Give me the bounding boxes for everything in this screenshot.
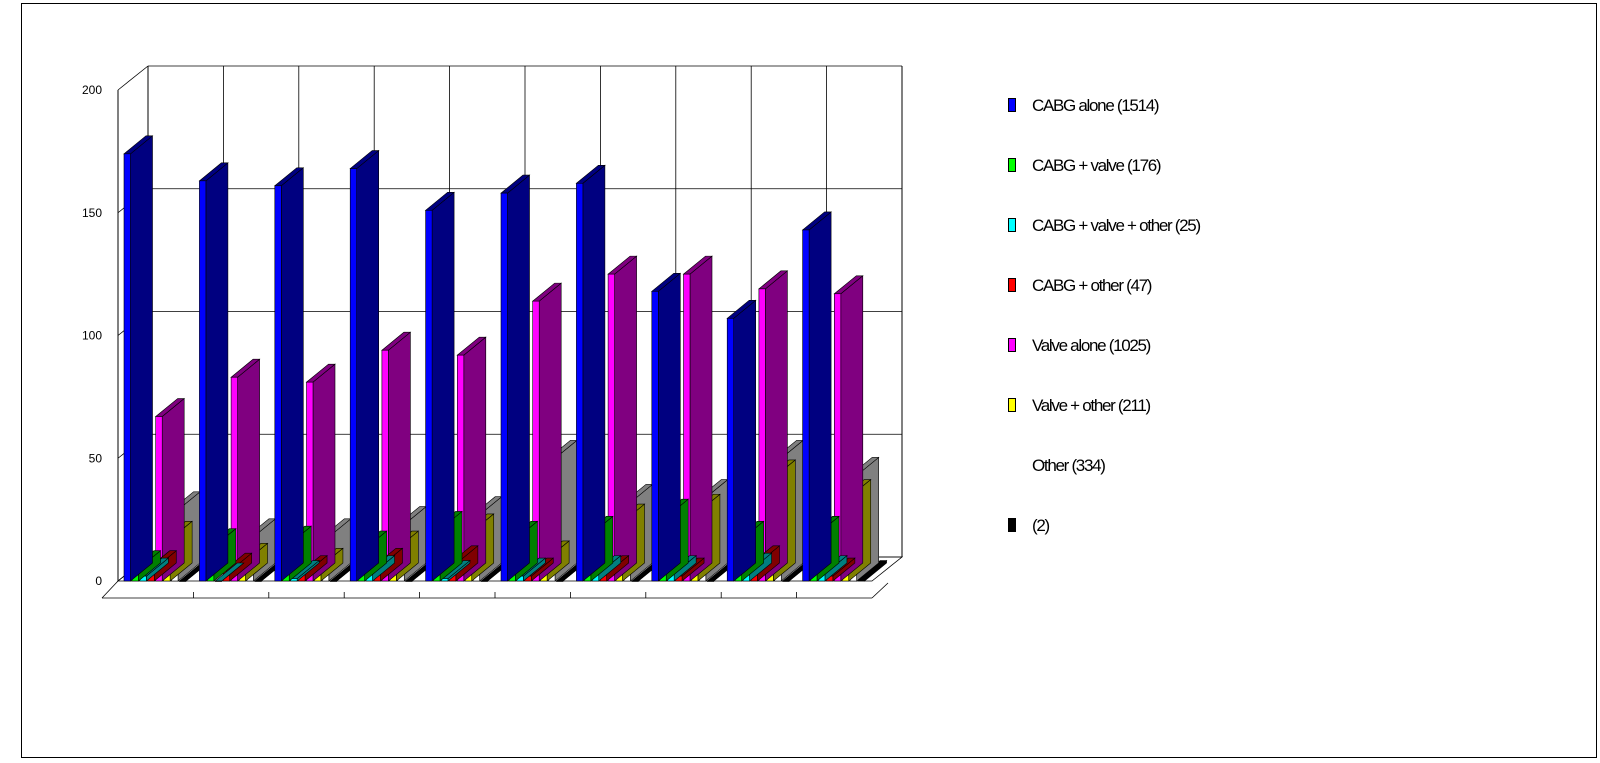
bar-side (431, 191, 455, 582)
bar (607, 273, 615, 582)
legend-label: Valve alone (1025) (1032, 336, 1151, 355)
legend-label: Other (334) (1032, 456, 1106, 475)
legend-swatch (1008, 398, 1016, 412)
bar (651, 291, 659, 582)
bar-side (312, 363, 336, 582)
bar (349, 168, 358, 582)
bar (254, 580, 262, 582)
legend-swatch (1008, 158, 1016, 172)
x-axis-depth (871, 582, 889, 599)
y-tick-label: 50 (89, 451, 103, 465)
y-tick-label: 0 (95, 574, 102, 588)
bar-side (765, 270, 788, 582)
bar (726, 318, 735, 582)
bar (230, 376, 238, 582)
bar (683, 273, 691, 582)
bar (381, 349, 389, 582)
legend-label: CABG + other (47) (1032, 276, 1152, 295)
legend-swatch (1008, 98, 1016, 112)
bar (405, 580, 413, 582)
bar (576, 182, 584, 582)
legend-swatch (1008, 338, 1016, 352)
bar (425, 209, 433, 582)
bar-side (205, 162, 229, 582)
bar (706, 580, 715, 582)
grid-line-depth (117, 65, 149, 91)
bar (758, 288, 766, 582)
bar-side (614, 255, 637, 582)
legend-label: Valve + other (211) (1032, 396, 1151, 415)
bar-side (507, 174, 530, 582)
bar (214, 580, 223, 582)
bar (802, 229, 810, 582)
bar (274, 185, 282, 582)
bar (833, 293, 842, 582)
bar (179, 580, 187, 582)
bar-side (657, 272, 681, 582)
y-tick-label: 100 (82, 329, 102, 343)
bar-side (840, 275, 864, 582)
bar-side (356, 149, 380, 582)
bar-side (808, 211, 832, 582)
bar (123, 153, 131, 582)
legend-label: CABG + valve (176) (1032, 156, 1162, 175)
bar-side (538, 282, 562, 582)
bar (306, 381, 314, 582)
legend-swatch (1008, 218, 1016, 232)
bar (456, 354, 465, 582)
y-tick-label: 200 (82, 83, 102, 97)
bar (199, 180, 207, 582)
bar (480, 580, 488, 582)
legend-label: (2) (1032, 516, 1050, 535)
bar (155, 416, 163, 582)
legend-label: CABG + valve + other (25) (1032, 216, 1201, 235)
legend-swatch (1008, 458, 1016, 472)
bar (532, 300, 540, 582)
bar (329, 580, 338, 582)
bar-side (733, 299, 757, 582)
bar-side (689, 255, 713, 582)
bar-chart-3d: 0 50 100 150 200 (82, 65, 904, 599)
bar (500, 192, 508, 582)
bar (782, 580, 790, 582)
y-tick-label: 150 (82, 206, 102, 220)
bar-side (582, 164, 606, 582)
bar-side (388, 331, 411, 582)
bar-side (463, 336, 487, 582)
x-axis-depth (101, 580, 119, 599)
bar-side (280, 167, 304, 582)
legend-label: CABG alone (1514) (1032, 96, 1160, 115)
legend-swatch (1008, 278, 1016, 292)
bar (556, 580, 564, 582)
legend-swatch (1008, 518, 1016, 532)
bar-side (130, 135, 153, 582)
bar (631, 580, 639, 582)
bar-side (237, 358, 260, 582)
